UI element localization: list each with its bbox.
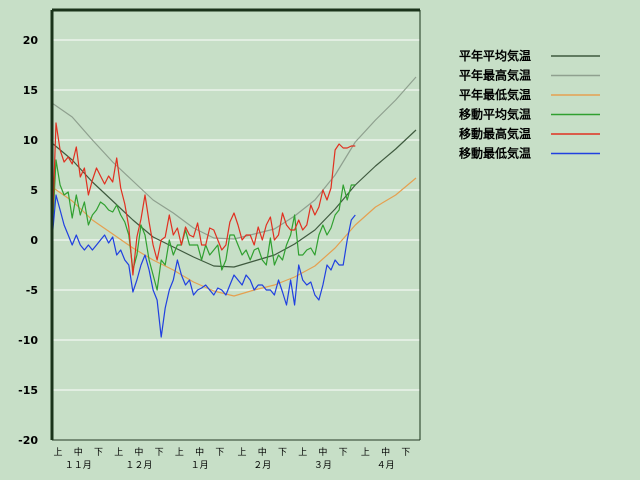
- x-month-label: ４月: [377, 460, 395, 471]
- legend-label: 移動平均気温: [459, 107, 531, 122]
- legend-label: 平年最高気温: [459, 68, 531, 83]
- series-line: [51, 122, 356, 276]
- x-period-label: 中: [318, 446, 327, 458]
- x-period-label: 中: [134, 446, 143, 458]
- series-line: [51, 76, 417, 240]
- x-month-label: １１月: [65, 460, 92, 471]
- y-tick-labels: 20 15 10 5 0 -5 -10 -15 -20: [18, 34, 38, 447]
- x-period-label: 下: [94, 448, 103, 458]
- y-tick-label: -15: [18, 384, 38, 397]
- y-tick-label: -5: [26, 284, 38, 297]
- y-tick-label: 10: [23, 134, 39, 147]
- legend-label: 平年平均気温: [459, 48, 531, 63]
- axes: [50, 8, 421, 441]
- y-tick-label: 15: [23, 84, 38, 97]
- x-month-label: ２月: [253, 460, 271, 471]
- x-tick-labels: 上中下上中下上中下上中下上中下上中下１１月 １２月 １月 ２月 ３月 ４月: [54, 446, 411, 471]
- series-lines: [51, 76, 417, 338]
- x-period-label: 上: [298, 447, 307, 458]
- legend-label: 移動最低気温: [459, 146, 531, 161]
- x-period-label: 上: [361, 447, 370, 458]
- x-month-label: １２月: [125, 460, 152, 471]
- x-period-label: 中: [195, 446, 204, 458]
- legend-label: 平年最低気温: [459, 87, 531, 102]
- series-line: [51, 159, 356, 291]
- series-line: [51, 177, 417, 297]
- series-line: [51, 129, 417, 268]
- y-tick-label: 0: [30, 234, 38, 247]
- x-period-label: 上: [54, 447, 63, 458]
- x-period-label: 上: [175, 447, 184, 458]
- x-period-label: 上: [238, 447, 247, 458]
- x-period-label: 下: [401, 448, 410, 458]
- y-tick-label: -10: [18, 334, 38, 347]
- x-month-label: ３月: [314, 460, 332, 471]
- x-period-label: 中: [381, 446, 390, 458]
- series-line: [51, 194, 356, 338]
- x-period-label: 下: [155, 448, 164, 458]
- x-period-label: 下: [339, 448, 348, 458]
- x-period-label: 下: [278, 448, 287, 458]
- y-tick-label: 20: [23, 34, 39, 47]
- x-period-label: 中: [74, 446, 83, 458]
- x-period-label: 下: [215, 448, 224, 458]
- y-tick-label: -20: [18, 434, 38, 447]
- legend-label: 移動最高気温: [459, 126, 531, 141]
- x-period-label: 中: [258, 446, 267, 458]
- y-tick-label: 5: [30, 184, 38, 197]
- x-month-label: １月: [191, 460, 209, 471]
- x-period-label: 上: [114, 447, 123, 458]
